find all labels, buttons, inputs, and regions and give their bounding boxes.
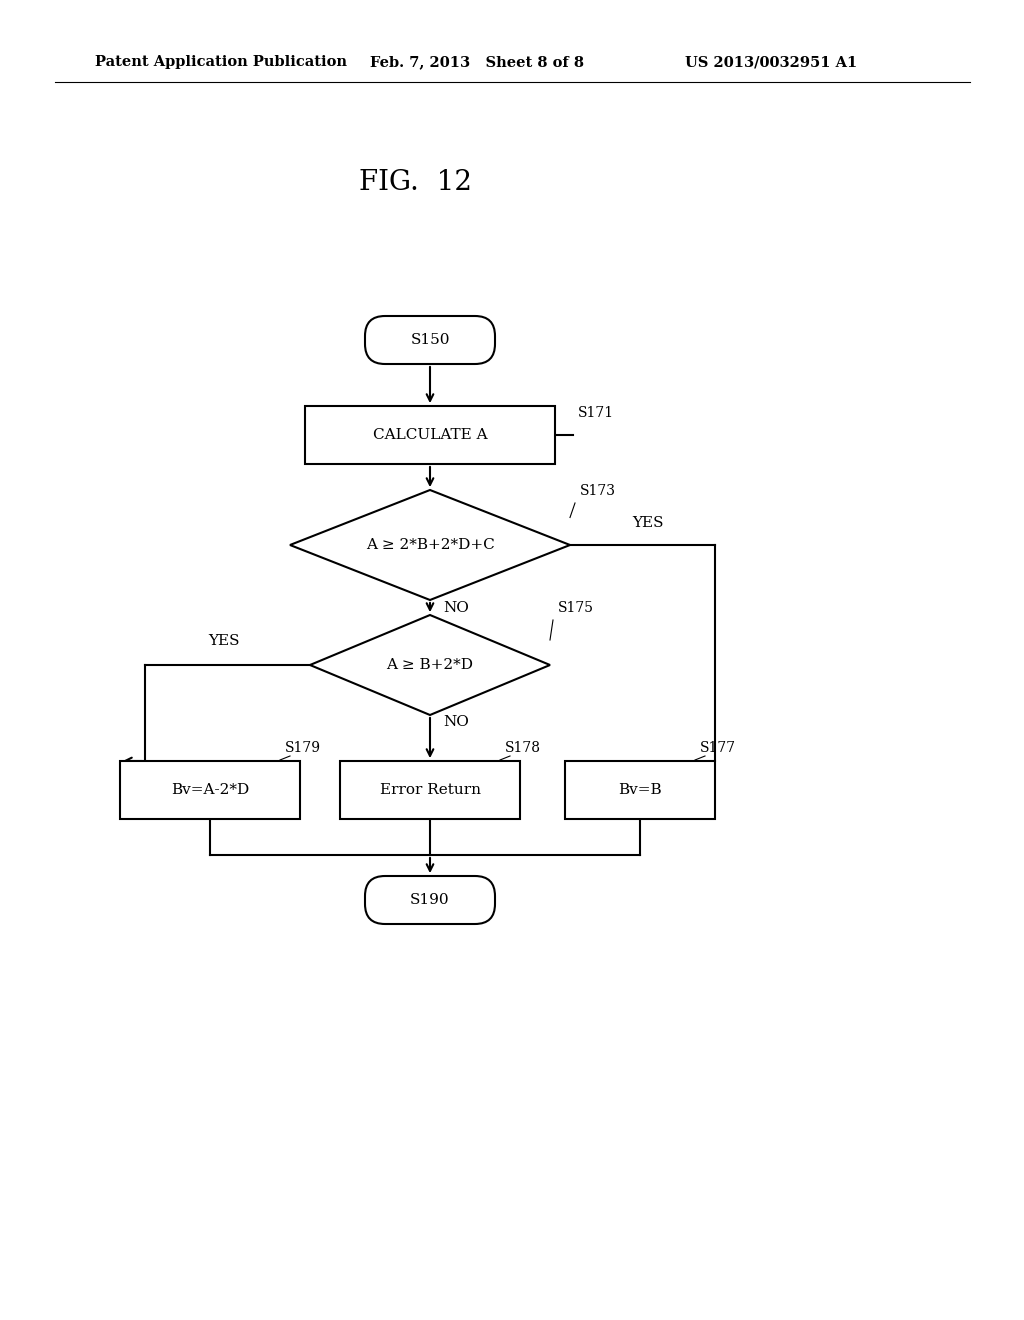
FancyBboxPatch shape: [365, 876, 495, 924]
Text: Feb. 7, 2013   Sheet 8 of 8: Feb. 7, 2013 Sheet 8 of 8: [370, 55, 584, 69]
Text: S173: S173: [580, 484, 616, 498]
Text: S190: S190: [411, 894, 450, 907]
FancyBboxPatch shape: [365, 315, 495, 364]
Text: YES: YES: [632, 516, 664, 531]
Text: S177: S177: [700, 741, 736, 755]
Text: S175: S175: [558, 601, 594, 615]
Text: CALCULATE A: CALCULATE A: [373, 428, 487, 442]
Text: YES: YES: [209, 634, 240, 648]
Bar: [565, 762, 715, 818]
Text: US 2013/0032951 A1: US 2013/0032951 A1: [685, 55, 857, 69]
Text: Patent Application Publication: Patent Application Publication: [95, 55, 347, 69]
Bar: [340, 762, 520, 818]
Text: S171: S171: [578, 407, 614, 420]
Text: Bv=A-2*D: Bv=A-2*D: [171, 783, 249, 797]
Bar: [120, 762, 300, 818]
Polygon shape: [290, 490, 570, 601]
Text: A ≥ 2*B+2*D+C: A ≥ 2*B+2*D+C: [366, 539, 495, 552]
Text: Bv=B: Bv=B: [618, 783, 662, 797]
Text: S179: S179: [285, 741, 321, 755]
Text: A ≥ B+2*D: A ≥ B+2*D: [386, 657, 473, 672]
Polygon shape: [310, 615, 550, 715]
Text: Error Return: Error Return: [380, 783, 480, 797]
Text: NO: NO: [443, 715, 469, 729]
Bar: [305, 407, 555, 465]
Text: FIG.  12: FIG. 12: [358, 169, 471, 195]
Text: S178: S178: [505, 741, 541, 755]
Text: NO: NO: [443, 601, 469, 615]
Text: S150: S150: [411, 333, 450, 347]
